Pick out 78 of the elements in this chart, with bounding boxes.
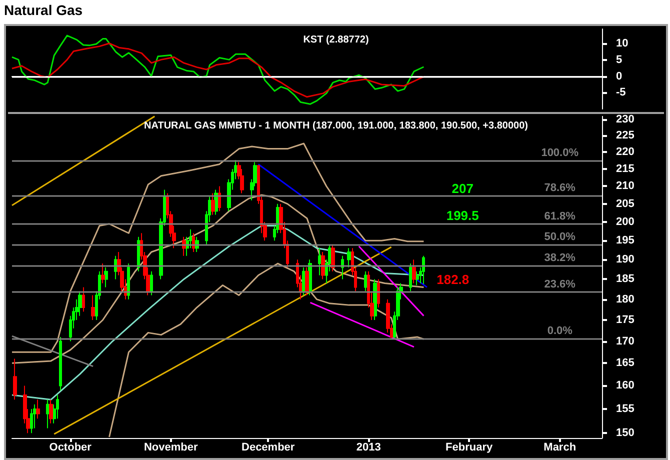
line-series [11, 194, 424, 364]
annotation: 78.6% [544, 182, 576, 194]
candlestick [341, 255, 344, 280]
y-tick-label: 175 [616, 314, 634, 326]
y-tick-label: 200 [616, 216, 634, 228]
y-tick-label: 5 [616, 54, 622, 66]
candlestick [91, 294, 95, 320]
chart-title: Natural Gas [4, 2, 83, 18]
candlestick [412, 259, 416, 284]
candlestick [409, 263, 412, 292]
y-tick-label: 230 [616, 114, 634, 126]
y-tick-label: 10 [616, 38, 628, 50]
annotation: 38.2% [544, 252, 576, 264]
y-tick-label: 210 [616, 180, 634, 192]
candlestick [30, 408, 33, 434]
candlestick [59, 336, 62, 391]
x-tick-label: 2013 [356, 442, 381, 454]
candlestick [377, 278, 380, 308]
candlestick [318, 248, 322, 276]
annotation: 207 [452, 180, 474, 196]
y-tick-label: 180 [616, 293, 634, 306]
candlestick [373, 278, 377, 320]
candlestick [13, 358, 17, 400]
y-tick-label: 170 [616, 335, 634, 348]
y-tick-label: 190 [616, 254, 634, 266]
candlestick [104, 266, 108, 288]
annotation: 0.0% [547, 324, 573, 337]
y-tick-label: 0 [616, 70, 622, 82]
line-series [11, 224, 424, 400]
candlestick [33, 404, 36, 429]
candlestick [150, 270, 153, 296]
y-tick-label: 220 [616, 146, 634, 158]
candlestick [192, 232, 195, 252]
candlestick [415, 270, 419, 286]
y-tick-label: -5 [616, 86, 626, 99]
candlestick [56, 394, 59, 420]
line-series [11, 34, 424, 105]
x-tick-label: December [241, 442, 296, 454]
y-tick-label: 150 [616, 427, 634, 440]
candlestick [211, 192, 215, 216]
line-series [108, 262, 424, 438]
x-tick-label: March [544, 442, 576, 454]
x-tick-label: February [446, 442, 494, 454]
y-tick-label: 160 [616, 380, 634, 392]
x-tick-label: October [49, 442, 92, 454]
candlestick [137, 236, 140, 272]
candlestick [36, 399, 40, 420]
y-tick-label: 155 [616, 403, 634, 416]
candlestick [422, 255, 425, 285]
candlestick [218, 186, 221, 212]
annotation: 23.6% [544, 278, 576, 291]
annotation: 61.8% [544, 210, 576, 223]
candlestick [46, 399, 49, 429]
line-series [11, 142, 424, 353]
candlestick [101, 263, 105, 284]
y-tick-label: 225 [616, 130, 634, 142]
candlestick [364, 270, 367, 292]
candlestick [114, 255, 117, 280]
candlestick [347, 248, 351, 268]
y-tick-label: 195 [616, 234, 634, 247]
y-tick-label: 185 [616, 273, 634, 286]
candlestick [331, 244, 335, 272]
annotation: 199.5 [446, 208, 479, 223]
candlestick [82, 286, 85, 312]
annotation: 100.0% [541, 146, 579, 159]
candlestick [127, 263, 130, 300]
annotation: 182.8 [436, 272, 470, 288]
chart-title: NATURAL GAS MMBTU - 1 MONTH (187.000, 191.000, 183.800, 190.500, +3.80000) [144, 120, 528, 132]
candlestick [305, 266, 309, 296]
candlestick [321, 251, 325, 280]
y-tick-label: 205 [616, 198, 634, 210]
text: KST (2.88772) [303, 34, 369, 46]
candlestick [78, 290, 82, 316]
x-tick-label: November [144, 442, 198, 454]
y-tick-label: 215 [616, 162, 634, 175]
annotation: 50.0% [544, 230, 576, 243]
y-tick-label: 165 [616, 357, 634, 370]
candlestick [49, 399, 53, 424]
